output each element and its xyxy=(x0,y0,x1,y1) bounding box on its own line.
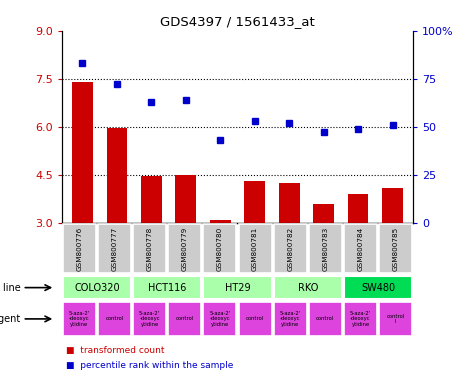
Bar xyxy=(344,276,412,300)
Text: control: control xyxy=(176,316,194,321)
Text: control
l: control l xyxy=(387,313,405,324)
Bar xyxy=(210,220,230,223)
Bar xyxy=(344,302,377,336)
Text: HT29: HT29 xyxy=(225,283,250,293)
Bar xyxy=(314,204,334,223)
Bar xyxy=(245,181,265,223)
Bar xyxy=(203,224,237,273)
Bar xyxy=(309,224,342,273)
Text: agent: agent xyxy=(0,314,21,324)
Bar xyxy=(382,187,403,223)
Text: RKO: RKO xyxy=(298,283,318,293)
Bar xyxy=(168,224,201,273)
Bar xyxy=(98,224,131,273)
Text: COLO320: COLO320 xyxy=(74,283,120,293)
Text: control: control xyxy=(316,316,334,321)
Text: 5-aza-2'
-deoxyc
ytidine: 5-aza-2' -deoxyc ytidine xyxy=(209,311,230,327)
Bar xyxy=(133,224,166,273)
Text: HCT116: HCT116 xyxy=(148,283,186,293)
Text: GSM800777: GSM800777 xyxy=(112,227,117,271)
Bar xyxy=(379,224,412,273)
Bar xyxy=(203,276,272,300)
Bar xyxy=(168,302,201,336)
Bar xyxy=(309,302,342,336)
Text: 5-aza-2'
-deoxyc
ytidine: 5-aza-2' -deoxyc ytidine xyxy=(69,311,90,327)
Text: control: control xyxy=(105,316,124,321)
Bar xyxy=(63,276,131,300)
Text: SW480: SW480 xyxy=(361,283,395,293)
Bar xyxy=(133,276,201,300)
Text: GSM800783: GSM800783 xyxy=(323,227,328,271)
Bar xyxy=(133,302,166,336)
Text: GSM800782: GSM800782 xyxy=(287,227,293,271)
Text: 5-aza-2'
-deoxyc
ytidine: 5-aza-2' -deoxyc ytidine xyxy=(280,311,301,327)
Bar xyxy=(238,302,272,336)
Bar xyxy=(274,224,307,273)
Text: GSM800779: GSM800779 xyxy=(182,227,188,271)
Text: 5-aza-2'
-deoxyc
ytidine: 5-aza-2' -deoxyc ytidine xyxy=(139,311,160,327)
Bar xyxy=(175,175,196,223)
Text: GSM800784: GSM800784 xyxy=(358,227,363,271)
Bar xyxy=(348,194,369,223)
Bar xyxy=(344,224,377,273)
Bar xyxy=(98,302,131,336)
Text: GDS4397 / 1561433_at: GDS4397 / 1561433_at xyxy=(160,15,315,28)
Text: GSM800780: GSM800780 xyxy=(217,227,223,271)
Bar xyxy=(203,302,237,336)
Text: ■  percentile rank within the sample: ■ percentile rank within the sample xyxy=(66,361,234,371)
Bar xyxy=(274,276,342,300)
Bar xyxy=(279,183,300,223)
Bar xyxy=(106,128,127,223)
Bar xyxy=(274,302,307,336)
Text: control: control xyxy=(246,316,264,321)
Bar xyxy=(63,224,96,273)
Text: GSM800785: GSM800785 xyxy=(393,227,399,271)
Text: GSM800776: GSM800776 xyxy=(76,227,82,271)
Bar xyxy=(72,82,93,223)
Bar xyxy=(238,224,272,273)
Text: cell line: cell line xyxy=(0,283,21,293)
Bar xyxy=(141,176,162,223)
Text: GSM800781: GSM800781 xyxy=(252,227,258,271)
Bar xyxy=(379,302,412,336)
Text: GSM800778: GSM800778 xyxy=(147,227,152,271)
Text: ■  transformed count: ■ transformed count xyxy=(66,346,165,355)
Bar xyxy=(63,302,96,336)
Text: 5-aza-2'
-deoxyc
ytidine: 5-aza-2' -deoxyc ytidine xyxy=(350,311,371,327)
